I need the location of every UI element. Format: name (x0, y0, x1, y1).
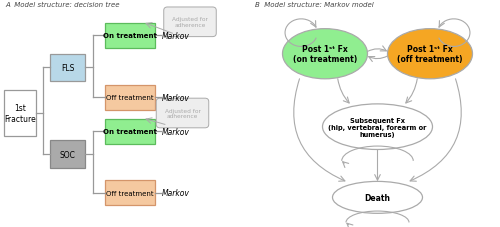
Text: Death: Death (364, 193, 390, 202)
Text: Adjusted for
adherence: Adjusted for adherence (164, 108, 200, 119)
Text: Markov: Markov (162, 32, 190, 41)
Text: Markov: Markov (162, 93, 190, 102)
Text: Post 1ˢᵗ Fx
(on treatment): Post 1ˢᵗ Fx (on treatment) (293, 45, 357, 64)
Text: Adjusted for
adherence: Adjusted for adherence (172, 17, 208, 28)
Text: B  Model structure: Markov model: B Model structure: Markov model (255, 2, 374, 8)
Ellipse shape (282, 30, 368, 79)
Text: Off treatment: Off treatment (106, 190, 154, 196)
FancyBboxPatch shape (156, 99, 209, 128)
FancyBboxPatch shape (164, 8, 216, 37)
Text: SOC: SOC (60, 150, 76, 159)
Text: Off treatment: Off treatment (106, 95, 154, 101)
Ellipse shape (322, 104, 432, 150)
Text: On treatment: On treatment (103, 33, 157, 39)
Text: 1st
Fracture: 1st Fracture (4, 104, 36, 123)
FancyBboxPatch shape (4, 91, 36, 136)
Text: On treatment: On treatment (103, 129, 157, 135)
Text: FLS: FLS (61, 64, 74, 73)
FancyBboxPatch shape (105, 24, 155, 49)
FancyBboxPatch shape (105, 85, 155, 110)
FancyBboxPatch shape (50, 141, 85, 168)
Ellipse shape (388, 30, 472, 79)
Text: Subsequent Fx
(hip, vertebral, forearm or
humerus): Subsequent Fx (hip, vertebral, forearm o… (328, 117, 426, 137)
Text: Markov: Markov (162, 188, 190, 197)
Ellipse shape (332, 182, 422, 213)
FancyBboxPatch shape (105, 180, 155, 205)
FancyBboxPatch shape (50, 54, 85, 82)
Text: A  Model structure: decision tree: A Model structure: decision tree (5, 2, 119, 8)
Text: Post 1ˢᵗ Fx
(off treatment): Post 1ˢᵗ Fx (off treatment) (397, 45, 463, 64)
FancyBboxPatch shape (105, 119, 155, 144)
Text: Markov: Markov (162, 127, 190, 136)
